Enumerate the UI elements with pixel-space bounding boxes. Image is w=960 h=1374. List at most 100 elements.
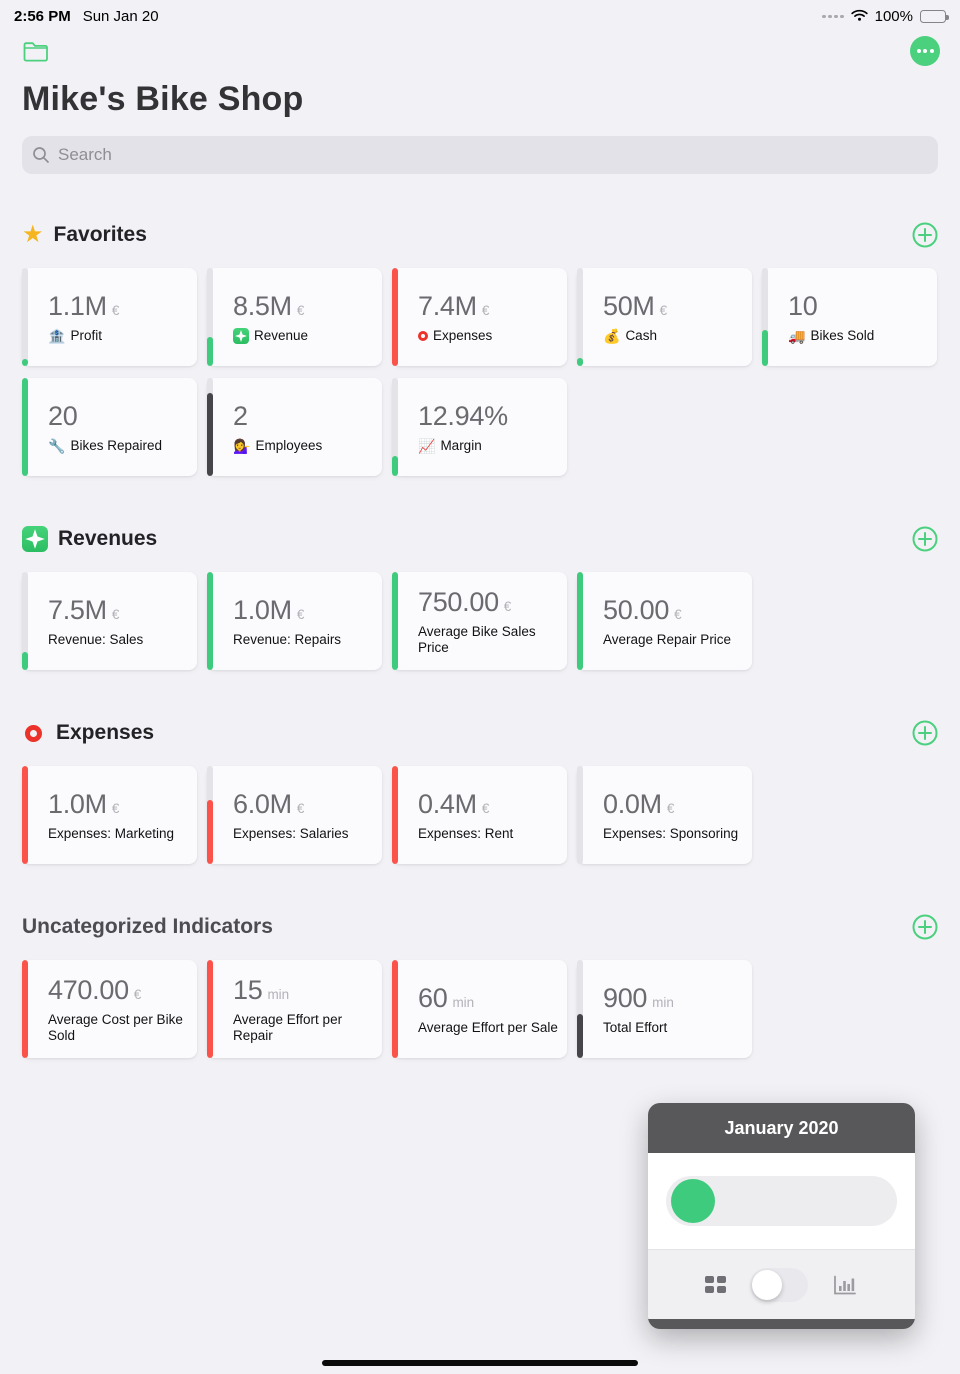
kpi-progress-track — [22, 268, 28, 366]
indicator-section: Uncategorized Indicators 470.00 € Averag… — [0, 912, 960, 1058]
kpi-label: Average Cost per Bike Sold — [48, 1011, 183, 1043]
kpi-card[interactable]: 900 min Total Effort — [577, 960, 752, 1058]
section-header: Revenues — [0, 524, 960, 554]
kpi-value-row: 50.00 € — [603, 595, 744, 626]
section-title: Uncategorized Indicators — [22, 915, 273, 938]
kpi-progress-track — [392, 766, 398, 864]
view-mode-toggle[interactable] — [749, 1267, 808, 1302]
add-indicator-button[interactable] — [911, 221, 939, 249]
kpi-value-row: 20 — [48, 401, 189, 432]
kpi-card[interactable]: 0.0M € Expenses: Sponsoring — [577, 766, 752, 864]
kpi-card[interactable]: 1.0M € Expenses: Marketing — [22, 766, 197, 864]
sections: ★ Favorites 1.1M € 🏦 Profit 8.5M € — [0, 220, 960, 1058]
indicator-section: Revenues 7.5M € Revenue: Sales 1.0M € — [0, 524, 960, 670]
kpi-card[interactable]: 10 🚚 Bikes Sold — [762, 268, 937, 366]
search-input[interactable] — [22, 136, 938, 174]
view-switch-row — [648, 1249, 915, 1319]
kpi-card[interactable]: 8.5M € Revenue — [207, 268, 382, 366]
kpi-value-row: 1.0M € — [233, 595, 374, 626]
period-slider[interactable] — [666, 1176, 897, 1226]
kpi-label: Bikes Repaired — [70, 437, 162, 453]
kpi-progress-track — [762, 268, 768, 366]
kpi-card[interactable]: 750.00 € Average Bike Sales Price — [392, 572, 567, 670]
kpi-progress-track — [392, 378, 398, 476]
kpi-label-row: Expenses: Sponsoring — [603, 826, 744, 842]
kpi-card[interactable]: 1.0M € Revenue: Repairs — [207, 572, 382, 670]
kpi-value-row: 7.5M € — [48, 595, 189, 626]
kpi-progress-fill — [22, 960, 28, 1058]
kpi-card[interactable]: 1.1M € 🏦 Profit — [22, 268, 197, 366]
add-indicator-button[interactable] — [911, 719, 939, 747]
kpi-label-row: 💰 Cash — [603, 328, 744, 344]
kpi-card[interactable]: 7.5M € Revenue: Sales — [22, 572, 197, 670]
section-title: Revenues — [58, 527, 158, 550]
kpi-value-row: 8.5M € — [233, 291, 374, 322]
kpi-value-row: 6.0M € — [233, 789, 374, 820]
kpi-label-row: Expenses — [418, 328, 559, 344]
kpi-card[interactable]: 60 min Average Effort per Sale — [392, 960, 567, 1058]
kpi-card[interactable]: 15 min Average Effort per Repair — [207, 960, 382, 1058]
kpi-label-row: 🚚 Bikes Sold — [788, 328, 929, 344]
revenues-sparkle-icon — [22, 526, 48, 552]
kpi-label-row: Average Repair Price — [603, 632, 744, 648]
favorites-star-icon: ★ — [22, 221, 44, 248]
kpi-card[interactable]: 0.4M € Expenses: Rent — [392, 766, 567, 864]
toolbar — [0, 26, 960, 66]
kpi-progress-fill — [207, 572, 213, 670]
add-indicator-button[interactable] — [911, 913, 939, 941]
kpi-unit: € — [111, 606, 120, 622]
period-slider-thumb[interactable] — [671, 1179, 715, 1223]
kpi-card[interactable]: 470.00 € Average Cost per Bike Sold — [22, 960, 197, 1058]
kpi-unit: € — [296, 606, 305, 622]
kpi-value: 7.5M — [48, 594, 107, 625]
kpi-card[interactable]: 50.00 € Average Repair Price — [577, 572, 752, 670]
bank-icon: 🏦 — [48, 327, 66, 344]
kpi-label-row: Expenses: Salaries — [233, 826, 374, 842]
section-title: Expenses — [56, 721, 155, 744]
kpi-label: Average Repair Price — [603, 631, 732, 647]
add-indicator-button[interactable] — [911, 525, 939, 553]
kpi-progress-fill — [207, 336, 213, 366]
more-options-button[interactable] — [910, 36, 940, 66]
kpi-label-row: 📈 Margin — [418, 438, 559, 454]
table-view-icon[interactable] — [705, 1276, 726, 1293]
toggle-thumb[interactable] — [751, 1269, 782, 1300]
kpi-value: 7.4M — [418, 290, 477, 321]
kpi-card[interactable]: 6.0M € Expenses: Salaries — [207, 766, 382, 864]
kpi-label: Expenses: Sponsoring — [603, 825, 739, 841]
kpi-card[interactable]: 12.94% 📈 Margin — [392, 378, 567, 476]
kpi-unit: € — [659, 302, 668, 318]
kpi-label-row: Revenue: Repairs — [233, 632, 374, 648]
kpi-progress-track — [207, 766, 213, 864]
kpi-label: Expenses: Marketing — [48, 825, 175, 841]
kpi-value: 15 — [233, 974, 263, 1005]
folder-icon[interactable] — [22, 39, 50, 63]
kpi-progress-fill — [762, 329, 768, 366]
truck-icon: 🚚 — [788, 327, 806, 344]
bar-chart-view-icon[interactable] — [832, 1275, 858, 1295]
home-indicator[interactable] — [322, 1359, 638, 1366]
kpi-progress-track — [207, 572, 213, 670]
kpi-label-row: Average Cost per Bike Sold — [48, 1012, 189, 1044]
kpi-label: Revenue: Sales — [48, 631, 144, 647]
kpi-progress-fill — [22, 359, 28, 366]
kpi-progress-track — [577, 268, 583, 366]
period-panel-header: January 2020 — [648, 1103, 915, 1153]
kpi-card[interactable]: 20 🔧 Bikes Repaired — [22, 378, 197, 476]
kpi-card[interactable]: 2 💁‍♀️ Employees — [207, 378, 382, 476]
battery-icon — [920, 10, 949, 23]
kpi-unit: min — [267, 986, 290, 1002]
kpi-card[interactable]: 7.4M € Expenses — [392, 268, 567, 366]
kpi-progress-fill — [22, 766, 28, 864]
kpi-progress-fill — [577, 572, 583, 670]
status-date: Sun Jan 20 — [82, 8, 159, 25]
kpi-value-row: 10 — [788, 291, 929, 322]
kpi-card[interactable]: 50M € 💰 Cash — [577, 268, 752, 366]
kpi-progress-track — [577, 960, 583, 1058]
kpi-value-row: 470.00 € — [48, 975, 189, 1006]
kpi-label: Profit — [70, 327, 102, 343]
kpi-label: Margin — [440, 437, 482, 453]
period-title: January 2020 — [724, 1117, 839, 1138]
kpi-progress-track — [22, 766, 28, 864]
